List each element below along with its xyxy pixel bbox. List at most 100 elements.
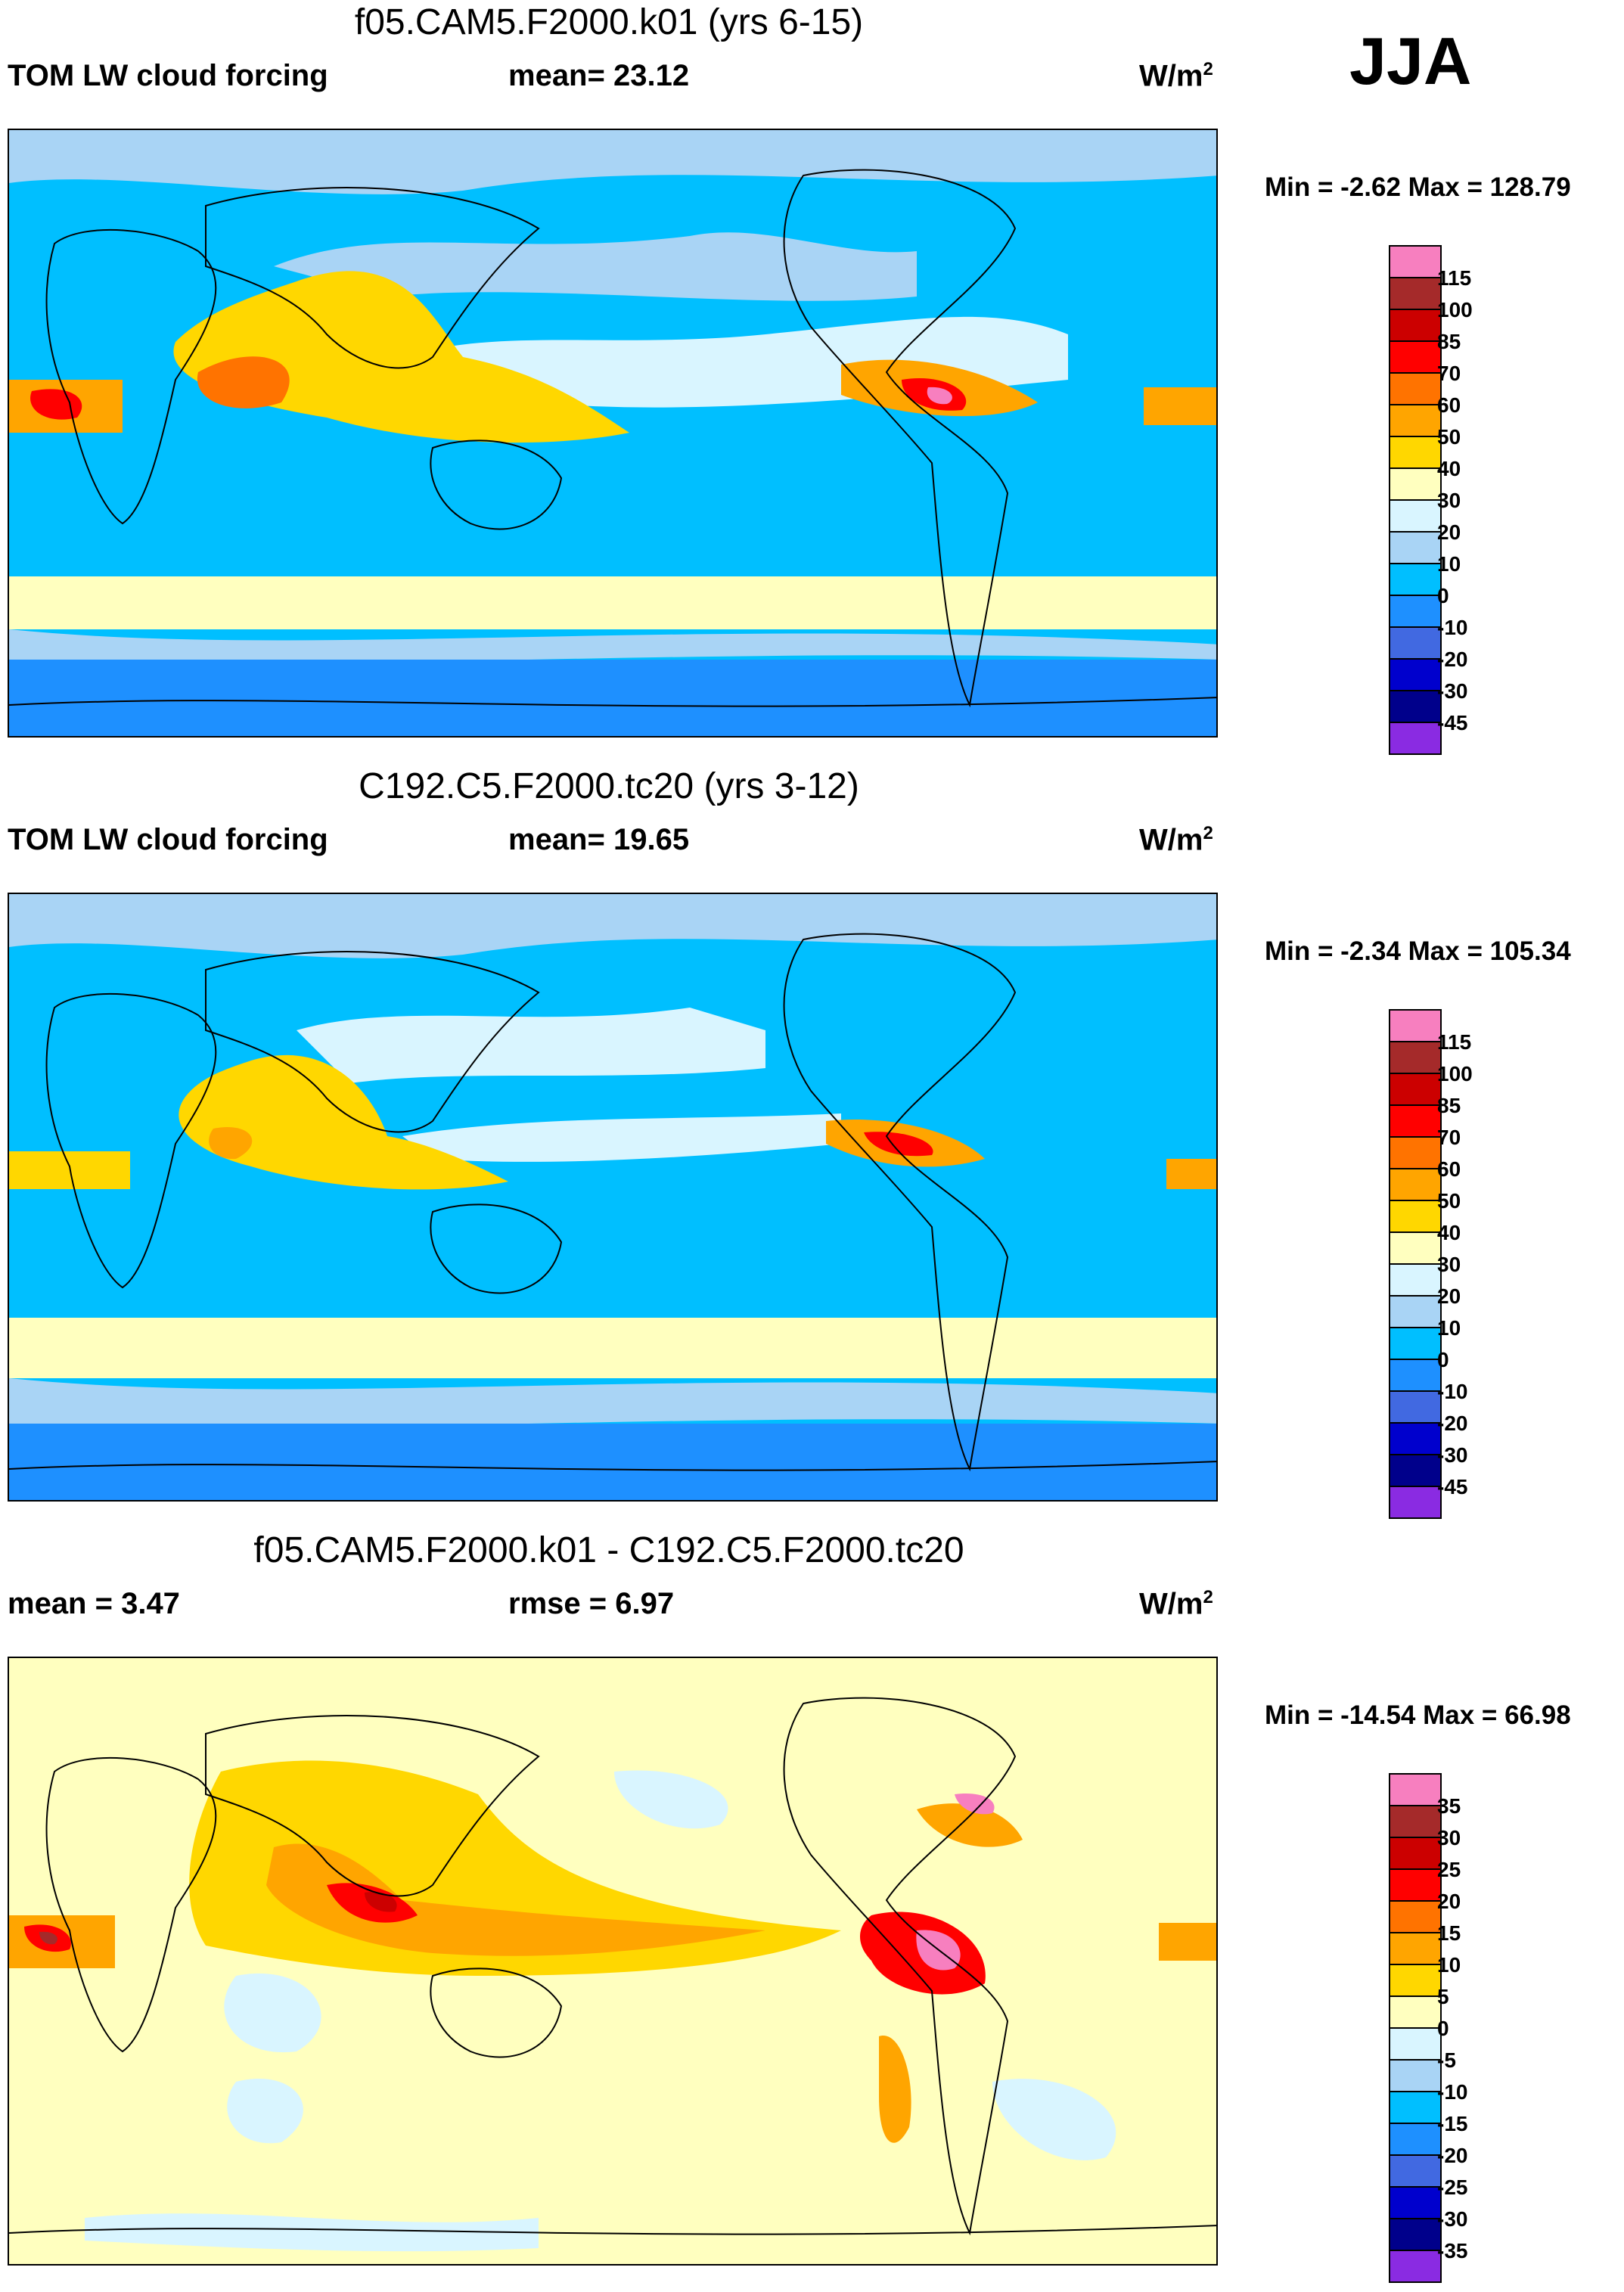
colorbar-box: [1389, 1773, 1442, 1805]
panel-1: f05.CAM5.F2000.k01 (yrs 6-15) TOM LW clo…: [0, 0, 1624, 764]
colorbar-tick-label: 20: [1437, 520, 1461, 544]
colorbar-tick-label: 5: [1437, 1985, 1449, 2008]
colorbar-tick-label: 25: [1437, 1858, 1461, 1881]
colorbar-box: [1389, 2059, 1442, 2091]
colorbar-box: [1389, 1837, 1442, 1868]
colorbar-tick-label: -10: [1437, 2080, 1468, 2104]
colorbar-box: [1389, 1073, 1442, 1104]
colorbar-tick-label: 40: [1437, 457, 1461, 480]
colorbar-box: [1389, 1359, 1442, 1390]
colorbar-box: [1389, 1104, 1442, 1136]
colorbar-box: [1389, 245, 1442, 277]
colorbar-box: [1389, 2218, 1442, 2250]
colorbar-tick-label: 70: [1437, 362, 1461, 385]
colorbar-box: [1389, 2154, 1442, 2186]
mean-label: mean= 19.65: [508, 823, 690, 856]
colorbar-tick-label: 15: [1437, 1921, 1461, 1945]
season-label: JJA: [1349, 23, 1472, 98]
colorbar-box: [1389, 436, 1442, 467]
units-exponent: 2: [1203, 59, 1213, 79]
contour-map: [8, 893, 1218, 1502]
colorbar-box: [1389, 658, 1442, 690]
colorbar-box: [1389, 372, 1442, 404]
colorbar-box: [1389, 722, 1442, 755]
colorbar-tick-label: 60: [1437, 1157, 1461, 1181]
colorbar-box: [1389, 595, 1442, 626]
colorbar-tick-label: 115: [1437, 1030, 1472, 1054]
colorbar-tick-label: -20: [1437, 1412, 1468, 1435]
colorbar-tick-label: -15: [1437, 2112, 1468, 2135]
panel-title: f05.CAM5.F2000.k01 (yrs 6-15): [354, 2, 864, 42]
colorbar-box: [1389, 531, 1442, 563]
variable-label: TOM LW cloud forcing: [8, 59, 328, 92]
colorbar-tick-label: 70: [1437, 1126, 1461, 1149]
units-base: W/m: [1139, 1587, 1203, 1621]
colorbar-tick-label: 20: [1437, 1890, 1461, 1913]
colorbar-box: [1389, 1327, 1442, 1359]
colorbar-box: [1389, 1168, 1442, 1200]
colorbar-tick-label: 100: [1437, 298, 1473, 321]
contour-map: [8, 129, 1218, 738]
colorbar-tick-label: 40: [1437, 1221, 1461, 1244]
colorbar-tick-label: 20: [1437, 1284, 1461, 1308]
colorbar-box: [1389, 1868, 1442, 1900]
colorbar-tick-label: -35: [1437, 2239, 1468, 2262]
colorbar-tick-label: -30: [1437, 1443, 1468, 1467]
colorbar-box: [1389, 1805, 1442, 1837]
colorbar-tick-label: 10: [1437, 1953, 1461, 1977]
contour-map: [8, 1657, 1218, 2266]
colorbar-box: [1389, 1390, 1442, 1422]
colorbar-box: [1389, 2186, 1442, 2218]
colorbar-box: [1389, 1932, 1442, 1964]
colorbar-box: [1389, 1422, 1442, 1454]
colorbar-tick-label: -10: [1437, 616, 1468, 639]
min-max-label: Min = -14.54 Max = 66.98: [1265, 1700, 1571, 1730]
variable-label: TOM LW cloud forcing: [8, 823, 328, 856]
colorbar-box: [1389, 1231, 1442, 1263]
colorbar-box: [1389, 1454, 1442, 1486]
mean-label: mean= 23.12: [508, 59, 690, 92]
colorbar-box: [1389, 2091, 1442, 2123]
colorbar-box: [1389, 404, 1442, 436]
units-label: W/m2: [1139, 823, 1213, 857]
colorbar-tick-label: 10: [1437, 1316, 1461, 1340]
colorbar-tick-label: 60: [1437, 393, 1461, 417]
colorbar-box: [1389, 499, 1442, 531]
colorbar: [1389, 1009, 1442, 1519]
units-label: W/m2: [1139, 1587, 1213, 1621]
colorbar-box: [1389, 1136, 1442, 1168]
min-max-label: Min = -2.62 Max = 128.79: [1265, 172, 1571, 202]
min-max-label: Min = -2.34 Max = 105.34: [1265, 936, 1571, 966]
colorbar-box: [1389, 1995, 1442, 2027]
units-exponent: 2: [1203, 1587, 1213, 1607]
colorbar-tick-label: 0: [1437, 584, 1449, 607]
colorbar-tick-label: 100: [1437, 1062, 1473, 1085]
colorbar-box: [1389, 1295, 1442, 1327]
colorbar-box: [1389, 467, 1442, 499]
colorbar-tick-label: -25: [1437, 2176, 1468, 2199]
panel-title: f05.CAM5.F2000.k01 - C192.C5.F2000.tc20: [253, 1530, 964, 1570]
colorbar-tick-label: -30: [1437, 2207, 1468, 2231]
colorbar-box: [1389, 2027, 1442, 2059]
colorbar-box: [1389, 1900, 1442, 1932]
colorbar-box: [1389, 2123, 1442, 2154]
colorbar-box: [1389, 1200, 1442, 1231]
colorbar-box: [1389, 1009, 1442, 1041]
colorbar-tick-label: -20: [1437, 2144, 1468, 2167]
units-exponent: 2: [1203, 823, 1213, 843]
colorbar-tick-label: -10: [1437, 1380, 1468, 1403]
rmse-label: rmse = 6.97: [508, 1587, 675, 1620]
units-label: W/m2: [1139, 59, 1213, 93]
colorbar-tick-label: 115: [1437, 266, 1472, 290]
colorbar-box: [1389, 309, 1442, 340]
colorbar-tick-label: 30: [1437, 489, 1461, 512]
colorbar-tick-label: -45: [1437, 1475, 1468, 1498]
colorbar-box: [1389, 1041, 1442, 1073]
units-base: W/m: [1139, 823, 1203, 857]
colorbar-box: [1389, 340, 1442, 372]
colorbar-tick-label: 10: [1437, 552, 1461, 576]
panel-3: f05.CAM5.F2000.k01 - C192.C5.F2000.tc20 …: [0, 1528, 1624, 2292]
colorbar: [1389, 245, 1442, 755]
colorbar-box: [1389, 277, 1442, 309]
units-base: W/m: [1139, 59, 1203, 93]
